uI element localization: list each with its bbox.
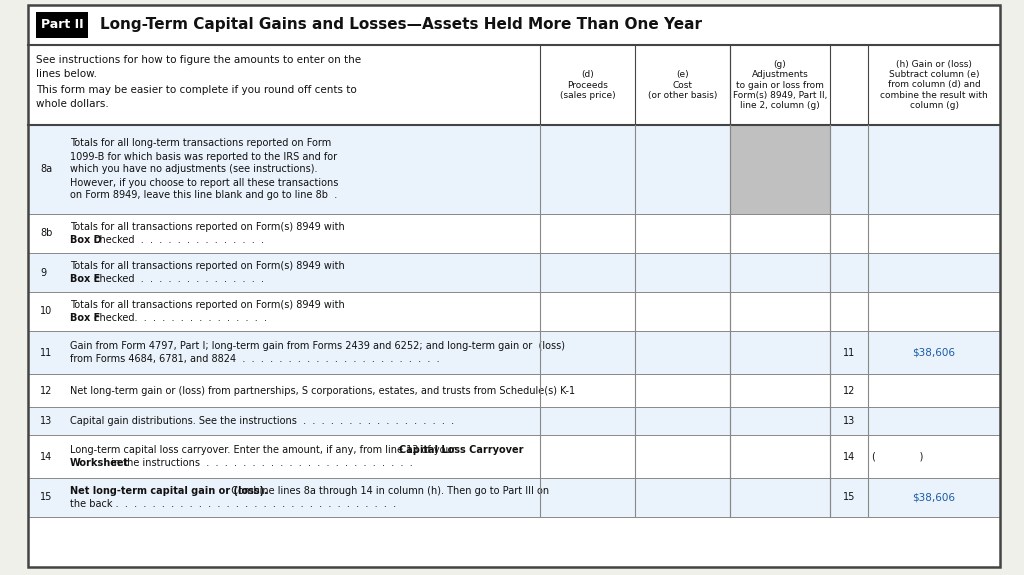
Text: This form may be easier to complete if you round off cents to: This form may be easier to complete if y… xyxy=(36,85,356,95)
Bar xyxy=(28,45,1000,125)
Text: 14: 14 xyxy=(843,451,855,462)
Text: the back .  .  .  .  .  .  .  .  .  .  .  .  .  .  .  .  .  .  .  .  .  .  .  . : the back . . . . . . . . . . . . . . . .… xyxy=(70,499,396,509)
Bar xyxy=(28,478,1000,517)
Text: Long-Term Capital Gains and Losses—Assets Held More Than One Year: Long-Term Capital Gains and Losses—Asset… xyxy=(100,17,702,33)
Bar xyxy=(36,12,88,38)
Text: (d)
Proceeds
(sales price): (d) Proceeds (sales price) xyxy=(560,70,615,100)
Text: Totals for all transactions reported on Form(s) 8949 with: Totals for all transactions reported on … xyxy=(70,261,345,271)
Bar xyxy=(28,407,1000,435)
Text: Box F: Box F xyxy=(70,313,100,323)
Text: checked  .  .  .  .  .  .  .  .  .  .  .  .  .  .: checked . . . . . . . . . . . . . . xyxy=(91,274,264,284)
Text: (h) Gain or (loss)
Subtract column (e)
from column (d) and
combine the result wi: (h) Gain or (loss) Subtract column (e) f… xyxy=(880,60,988,110)
Text: 15: 15 xyxy=(843,493,855,503)
Text: 1099-B for which basis was reported to the IRS and for: 1099-B for which basis was reported to t… xyxy=(70,151,337,162)
Bar xyxy=(28,374,1000,407)
Text: $38,606: $38,606 xyxy=(912,347,955,358)
Text: Totals for all transactions reported on Form(s) 8949 with: Totals for all transactions reported on … xyxy=(70,300,345,310)
Text: (              ): ( ) xyxy=(872,451,924,462)
Text: (e)
Cost
(or other basis): (e) Cost (or other basis) xyxy=(648,70,717,100)
Text: 13: 13 xyxy=(40,416,52,426)
Text: whole dollars.: whole dollars. xyxy=(36,99,109,109)
Bar xyxy=(28,5,1000,45)
Text: 13: 13 xyxy=(843,416,855,426)
Text: Combine lines 8a through 14 in column (h). Then go to Part III on: Combine lines 8a through 14 in column (h… xyxy=(225,486,550,496)
Text: (g)
Adjustments
to gain or loss from
Form(s) 8949, Part II,
line 2, column (g): (g) Adjustments to gain or loss from For… xyxy=(733,60,827,110)
Text: on Form 8949, leave this line blank and go to line 8b  .: on Form 8949, leave this line blank and … xyxy=(70,190,337,201)
Text: Gain from Form 4797, Part I; long-term gain from Forms 2439 and 6252; and long-t: Gain from Form 4797, Part I; long-term g… xyxy=(70,341,565,351)
Text: 12: 12 xyxy=(40,385,52,396)
Text: Box E: Box E xyxy=(70,274,100,284)
Bar xyxy=(28,292,1000,331)
Text: $38,606: $38,606 xyxy=(912,493,955,503)
Text: Box D: Box D xyxy=(70,235,101,245)
Bar xyxy=(28,253,1000,292)
Text: checked.  .  .  .  .  .  .  .  .  .  .  .  .  .  .: checked. . . . . . . . . . . . . . . xyxy=(91,313,267,323)
Text: 8a: 8a xyxy=(40,164,52,174)
Text: Net long-term gain or (loss) from partnerships, S corporations, estates, and tru: Net long-term gain or (loss) from partne… xyxy=(70,385,575,396)
Text: in the instructions  .  .  .  .  .  .  .  .  .  .  .  .  .  .  .  .  .  .  .  . : in the instructions . . . . . . . . . . … xyxy=(108,458,413,468)
Text: 8b: 8b xyxy=(40,228,52,239)
Text: Long-term capital loss carryover. Enter the amount, if any, from line 13 of your: Long-term capital loss carryover. Enter … xyxy=(70,445,459,455)
Text: Totals for all long-term transactions reported on Form: Totals for all long-term transactions re… xyxy=(70,139,331,148)
Text: which you have no adjustments (see instructions).: which you have no adjustments (see instr… xyxy=(70,164,317,174)
Text: checked  .  .  .  .  .  .  .  .  .  .  .  .  .  .: checked . . . . . . . . . . . . . . xyxy=(91,235,264,245)
Text: Net long-term capital gain or (loss).: Net long-term capital gain or (loss). xyxy=(70,486,268,496)
Bar xyxy=(28,331,1000,374)
Text: 10: 10 xyxy=(40,306,52,316)
Text: 12: 12 xyxy=(843,385,855,396)
Bar xyxy=(28,435,1000,478)
Bar xyxy=(28,214,1000,253)
Text: Totals for all transactions reported on Form(s) 8949 with: Totals for all transactions reported on … xyxy=(70,222,345,232)
Text: Worksheet: Worksheet xyxy=(70,458,129,468)
Text: See instructions for how to figure the amounts to enter on the: See instructions for how to figure the a… xyxy=(36,55,361,65)
Text: Capital Loss Carryover: Capital Loss Carryover xyxy=(399,445,523,455)
Text: 14: 14 xyxy=(40,451,52,462)
Text: However, if you choose to report all these transactions: However, if you choose to report all the… xyxy=(70,178,338,187)
Text: 15: 15 xyxy=(40,493,52,503)
Text: lines below.: lines below. xyxy=(36,69,97,79)
Text: 11: 11 xyxy=(843,347,855,358)
Text: Part II: Part II xyxy=(41,18,83,32)
Text: 9: 9 xyxy=(40,267,46,278)
Bar xyxy=(28,125,1000,214)
Text: 11: 11 xyxy=(40,347,52,358)
Text: from Forms 4684, 6781, and 8824  .  .  .  .  .  .  .  .  .  .  .  .  .  .  .  . : from Forms 4684, 6781, and 8824 . . . . … xyxy=(70,354,439,364)
Text: Capital gain distributions. See the instructions  .  .  .  .  .  .  .  .  .  .  : Capital gain distributions. See the inst… xyxy=(70,416,454,426)
Bar xyxy=(730,125,830,214)
